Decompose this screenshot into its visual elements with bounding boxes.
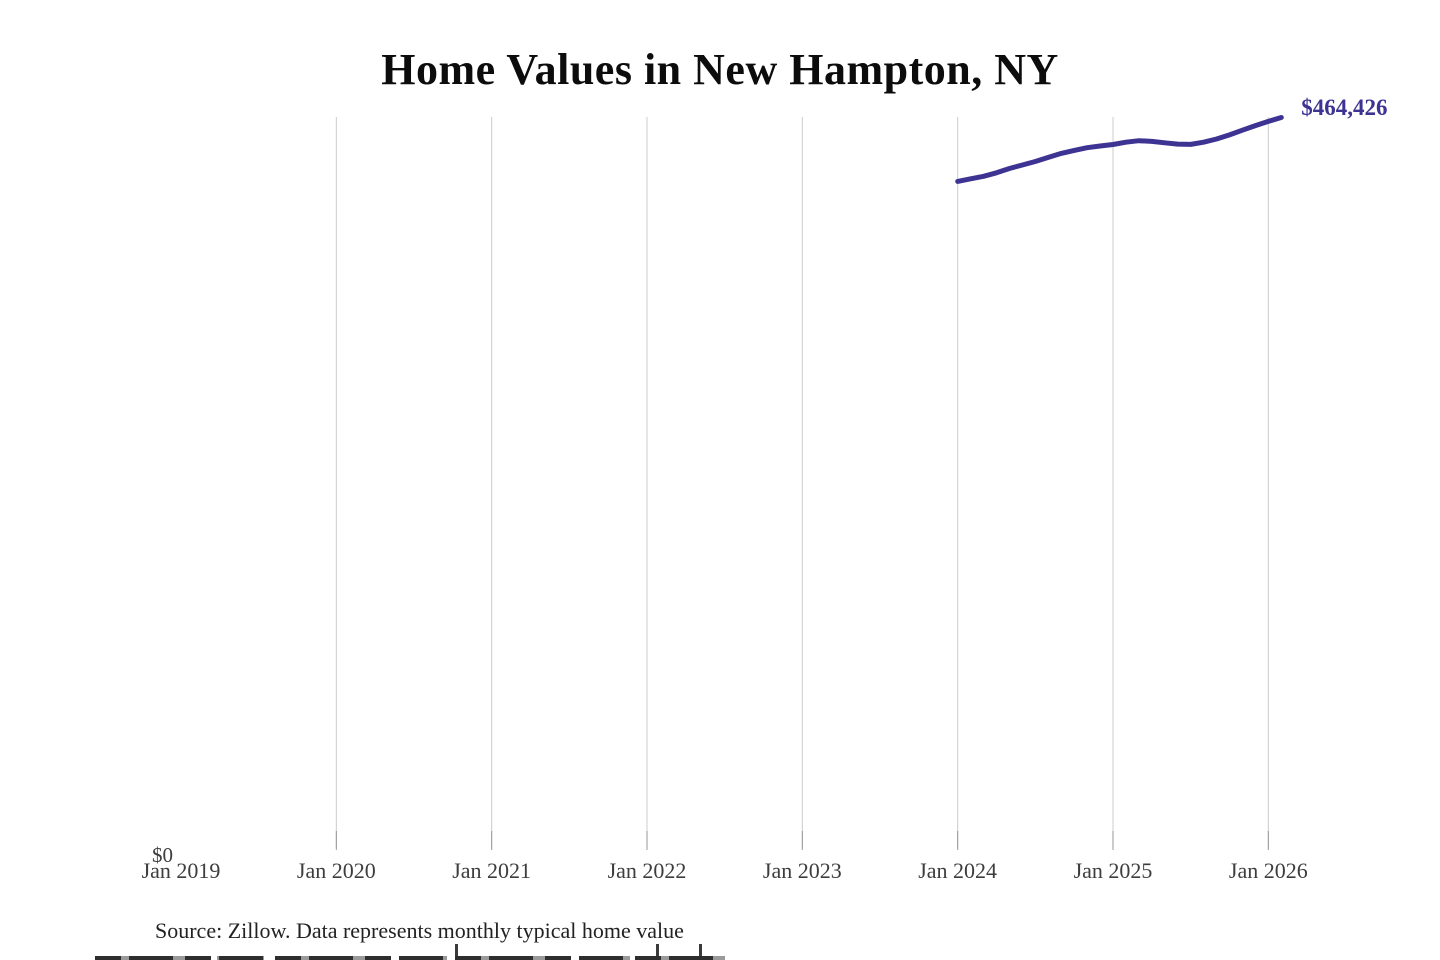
source-note: Source: Zillow. Data represents monthly … xyxy=(155,918,684,943)
x-axis-tick-label: Jan 2020 xyxy=(296,858,376,883)
x-axis-tick-label: Jan 2022 xyxy=(607,858,687,883)
cutoff-text-fragment xyxy=(455,944,458,956)
cutoff-text-fragment xyxy=(95,956,725,960)
x-axis-tick-label: Jan 2026 xyxy=(1228,858,1308,883)
cutoff-text-fragment xyxy=(699,944,702,956)
chart-title: Home Values in New Hampton, NY xyxy=(381,45,1059,94)
x-axis-tick-label: Jan 2021 xyxy=(452,858,532,883)
x-axis-tick-label: Jan 2019 xyxy=(141,858,221,883)
cutoff-text-fragment xyxy=(656,944,659,956)
home-value-line xyxy=(955,115,1284,184)
latest-value-label: $464,426 xyxy=(1301,94,1388,120)
x-axis-tick-label: Jan 2025 xyxy=(1073,858,1153,883)
x-axis-tick-label: Jan 2023 xyxy=(762,858,842,883)
x-axis-tick-label: Jan 2024 xyxy=(918,858,998,883)
y-axis-zero-label: $0 xyxy=(152,843,173,867)
